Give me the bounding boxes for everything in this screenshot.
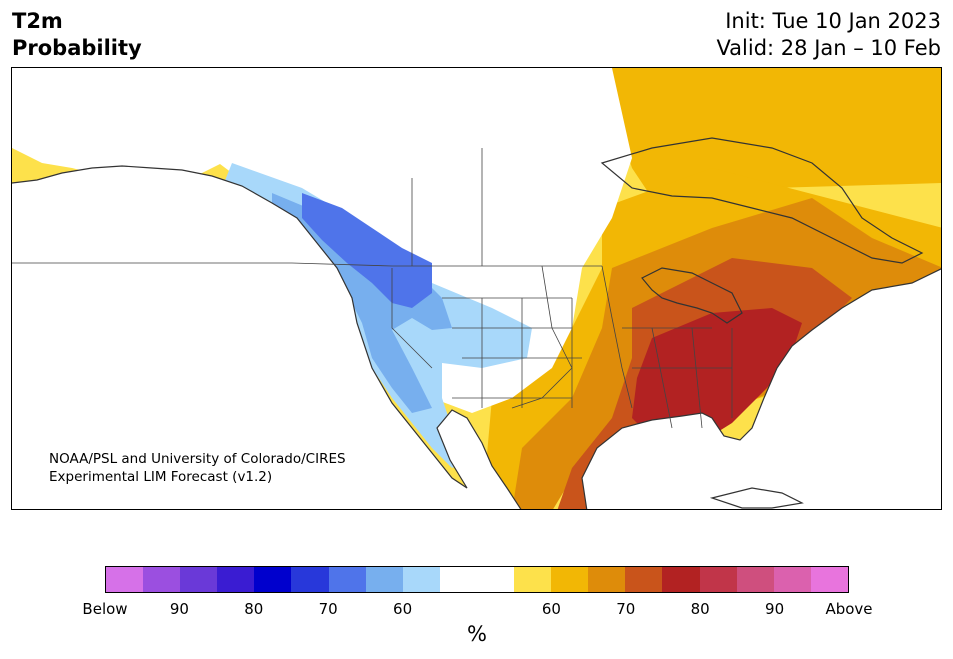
colorbar-segment	[328, 567, 366, 592]
political-boundaries	[12, 148, 733, 429]
probability-colorbar	[105, 566, 849, 593]
colorbar-tick-label: 60	[393, 600, 413, 618]
colorbar-segment	[106, 567, 144, 592]
colorbar-tick-label: 80	[244, 600, 264, 618]
colorbar-segment	[773, 567, 811, 592]
colorbar-tick-label: 60	[541, 600, 561, 618]
colorbar-segment	[439, 567, 477, 592]
map-title: T2m Probability	[12, 8, 142, 62]
colorbar-tick-label: 70	[616, 600, 636, 618]
colorbar-segment	[699, 567, 737, 592]
colorbar-segment	[402, 567, 440, 592]
colorbar-segment	[254, 567, 292, 592]
credit-line-1: NOAA/PSL and University of Colorado/CIRE…	[49, 451, 346, 467]
colorbar-segment	[217, 567, 255, 592]
forecast-map	[11, 67, 942, 510]
colorbar-segment	[476, 567, 515, 592]
init-date: Init: Tue 10 Jan 2023	[725, 9, 941, 33]
credit-line-2: Experimental LIM Forecast (v1.2)	[49, 469, 273, 485]
colorbar-tick-label: Above	[825, 600, 873, 618]
colorbar-tick-label: 80	[690, 600, 710, 618]
colorbar-segment	[365, 567, 403, 592]
colorbar-segment	[810, 567, 848, 592]
north-america-map-graphic	[12, 68, 941, 509]
colorbar-unit-label: %	[467, 622, 487, 646]
valid-period: Valid: 28 Jan – 10 Feb	[716, 36, 941, 60]
colorbar-segment	[625, 567, 663, 592]
colorbar-tick-label: 90	[169, 600, 189, 618]
colorbar-segment	[180, 567, 218, 592]
title-line-1: T2m	[12, 9, 63, 33]
forecast-credit: NOAA/PSL and University of Colorado/CIRE…	[49, 450, 346, 486]
colorbar-segment	[588, 567, 626, 592]
colorbar-tick-label: 70	[318, 600, 338, 618]
colorbar-segment	[514, 567, 552, 592]
forecast-dates: Init: Tue 10 Jan 2023 Valid: 28 Jan – 10…	[716, 8, 941, 62]
colorbar-segment	[291, 567, 329, 592]
title-line-2: Probability	[12, 36, 142, 60]
coastlines	[12, 137, 941, 509]
colorbar-segment	[662, 567, 700, 592]
colorbar-segment	[551, 567, 589, 592]
colorbar-segment	[736, 567, 774, 592]
colorbar-segment	[143, 567, 181, 592]
colorbar-tick-label: Below	[82, 600, 128, 618]
colorbar-tick-label: 90	[765, 600, 785, 618]
